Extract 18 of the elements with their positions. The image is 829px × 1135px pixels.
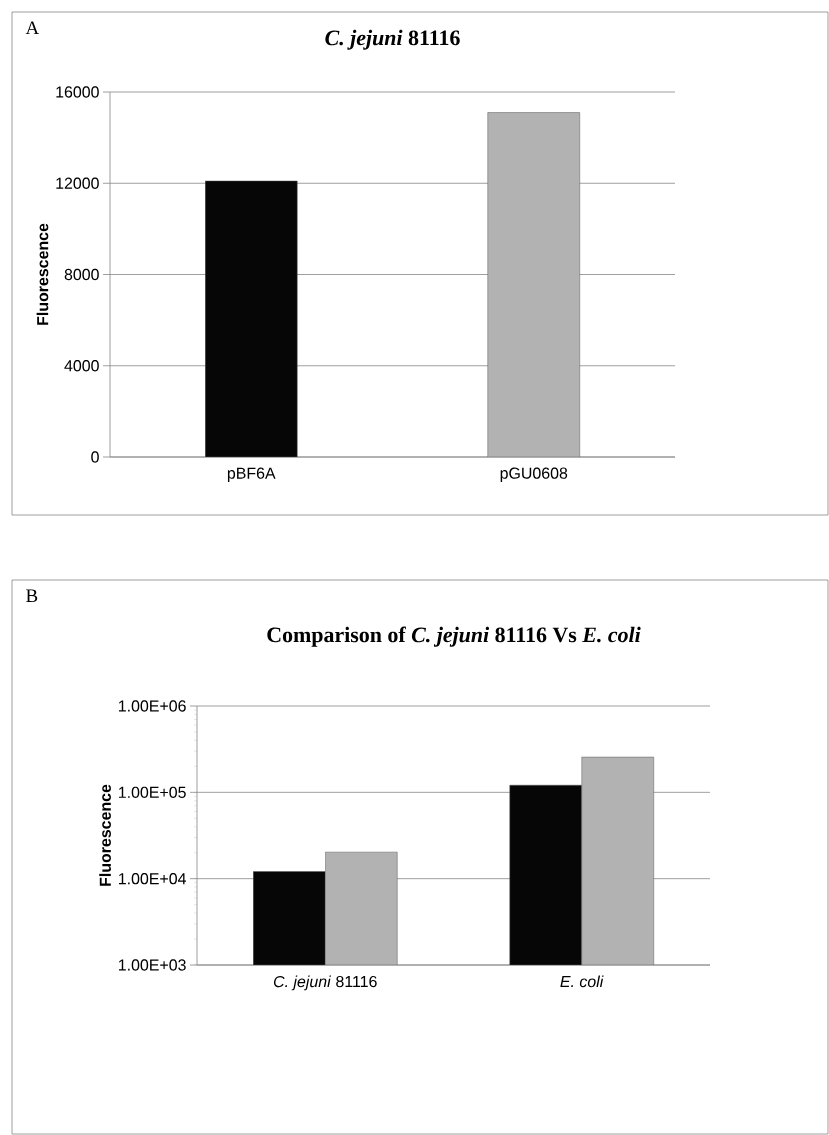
y-tick-label: 4000: [64, 360, 99, 372]
y-axis-title: Fluorescence: [36, 223, 49, 325]
text: B: [26, 589, 38, 602]
chart-title: Comparison of C. jejuni 81116 Vs E. coli: [267, 626, 641, 647]
x-tick-label: E. coli: [560, 975, 604, 988]
y-tick-label: 0: [91, 451, 99, 463]
y-tick-label: 1.00E+03: [119, 959, 186, 971]
x-tick-label: pBF6A: [227, 467, 276, 482]
y-tick-label: 12000: [56, 177, 99, 189]
y-tick-label: 1.00E+06: [119, 700, 186, 712]
y-axis-title: Fluorescence: [99, 784, 111, 886]
y-tick-label: 1.00E+05: [119, 786, 186, 798]
y-tick-label: 16000: [56, 86, 99, 98]
x-tick-label: pGU0608: [500, 467, 568, 482]
y-tick-label: 1.00E+04: [119, 873, 186, 885]
chart-title: C. jejuni 81116: [325, 29, 460, 50]
y-tick-label: 8000: [64, 268, 99, 281]
text: A: [25, 21, 40, 35]
